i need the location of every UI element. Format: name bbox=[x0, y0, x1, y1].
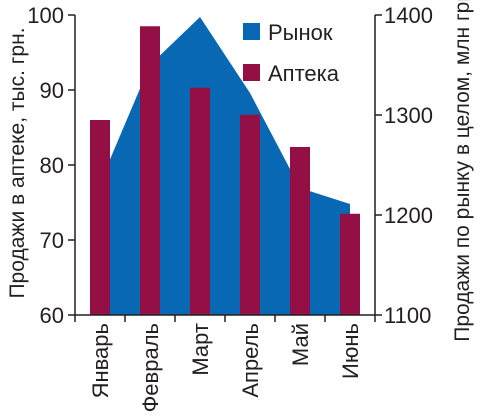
left-tick-label: 100 bbox=[27, 3, 64, 28]
right-tick-label: 1400 bbox=[384, 3, 433, 28]
category-label: Май bbox=[288, 323, 313, 366]
category-label: Июнь bbox=[338, 323, 363, 379]
right-tick-label: 1200 bbox=[384, 203, 433, 228]
pharmacy-bar-0 bbox=[90, 120, 110, 315]
legend-swatch-market bbox=[243, 23, 260, 40]
pharmacy-bar-5 bbox=[340, 213, 360, 315]
right-tick-label: 1300 bbox=[384, 103, 433, 128]
left-tick-label: 60 bbox=[40, 303, 64, 328]
legend-label-pharmacy: Аптека bbox=[268, 61, 340, 86]
legend: Рынок Аптека bbox=[243, 20, 340, 86]
category-label: Апрель bbox=[238, 323, 263, 398]
left-tick-label: 80 bbox=[40, 153, 64, 178]
left-axis-title: Продажи в аптеке, тыс. грн. bbox=[6, 27, 29, 298]
market-area bbox=[100, 17, 350, 315]
left-tick-label: 70 bbox=[40, 228, 64, 253]
category-label: Февраль bbox=[138, 323, 163, 412]
category-label: Март bbox=[188, 323, 213, 376]
legend-swatch-pharmacy bbox=[243, 64, 260, 81]
axes-layer: 60 70 80 90 100 1100 1200 1300 1400 Январь Февраль… bbox=[27, 3, 433, 412]
pharmacy-bar-3 bbox=[240, 114, 260, 315]
category-label: Январь bbox=[88, 323, 113, 398]
right-tick-label: 1100 bbox=[384, 303, 431, 328]
right-axis-title: Продажи по рынку в целом, млн грн. bbox=[451, 0, 474, 342]
legend-label-market: Рынок bbox=[268, 20, 333, 45]
pharmacy-bars-layer bbox=[90, 26, 360, 315]
left-tick-label: 90 bbox=[40, 78, 64, 103]
pharmacy-bar-1 bbox=[140, 26, 160, 315]
pharmacy-bar-4 bbox=[290, 147, 310, 315]
pharmacy-bar-2 bbox=[190, 87, 210, 315]
